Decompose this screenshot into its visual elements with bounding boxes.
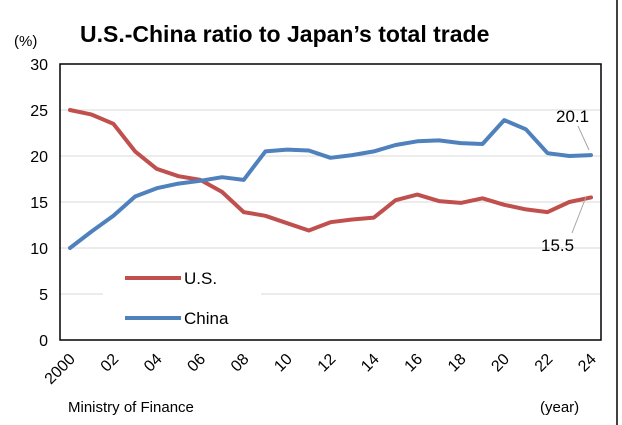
series-line-0 [68, 108, 593, 233]
legend-label-us: U.S. [184, 269, 217, 288]
source-note: Ministry of Finance [68, 399, 194, 416]
series-line-1 [68, 118, 593, 250]
x-axis-unit: (year) [540, 399, 579, 416]
china-end-leader-line [577, 125, 590, 151]
series-lines [68, 108, 593, 250]
y-tick-label: 30 [30, 57, 48, 74]
y-axis-unit: (%) [14, 33, 37, 50]
plot-frame [59, 63, 602, 341]
us-end-label: 15.5 [541, 236, 574, 255]
y-tick-label: 5 [39, 287, 48, 304]
legend-background [103, 258, 261, 336]
legend-label-china: China [184, 309, 229, 328]
y-tick-label: 15 [30, 195, 48, 212]
y-axis-ticks: 0 5 10 15 20 25 30 [30, 57, 48, 350]
y-tick-label: 25 [30, 103, 48, 120]
y-tick-label: 0 [39, 333, 48, 350]
y-tick-label: 10 [30, 241, 48, 258]
annotations: 20.1 15.5 [541, 107, 590, 255]
us-end-leader-line [571, 196, 587, 234]
legend: U.S. China [103, 258, 261, 336]
chart-title: U.S.-China ratio to Japan’s total trade [80, 21, 489, 47]
china-end-label: 20.1 [556, 107, 589, 126]
y-tick-label: 20 [30, 149, 48, 166]
